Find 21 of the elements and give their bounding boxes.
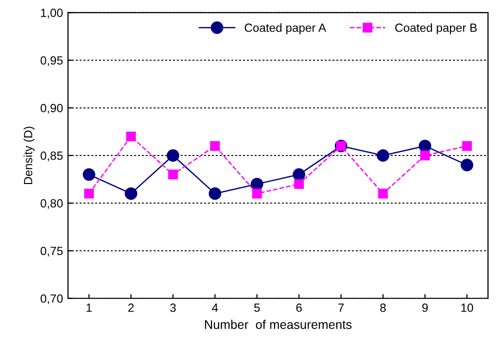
x-tick-label: 7 — [338, 304, 344, 312]
x-tick-label: 2 — [128, 304, 134, 312]
x-tick-label: 3 — [170, 304, 176, 312]
legend-label: Coated paper A — [244, 23, 326, 34]
x-tick-label: 9 — [422, 304, 428, 312]
x-tick-label: 10 — [461, 304, 474, 312]
y-tick-label: 1,00 — [41, 8, 63, 18]
x-tick-label: 4 — [212, 304, 218, 312]
y-tick-label: 0,85 — [40, 152, 63, 162]
y-tick-label: 0,95 — [40, 56, 63, 66]
y-axis-title: Density (D) — [24, 126, 35, 184]
y-tick-label: 0,80 — [40, 199, 63, 209]
y-tick-label: 0,90 — [40, 104, 63, 114]
x-tick-label: 8 — [380, 304, 386, 312]
x-axis-title: Number of measurements — [205, 320, 352, 329]
x-tick-label: 6 — [296, 304, 302, 312]
x-tick-label: 1 — [86, 304, 92, 312]
y-tick-label: 0,75 — [40, 246, 63, 257]
x-tick-label: 5 — [254, 304, 260, 312]
y-tick-label: 0,70 — [40, 294, 63, 304]
legend-label: Coated paper B — [395, 23, 477, 34]
